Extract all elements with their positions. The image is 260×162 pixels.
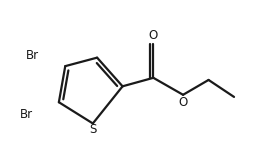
Text: O: O — [178, 96, 188, 109]
Text: Br: Br — [20, 109, 32, 122]
Text: S: S — [89, 123, 96, 136]
Text: Br: Br — [26, 49, 39, 62]
Text: O: O — [149, 29, 158, 42]
